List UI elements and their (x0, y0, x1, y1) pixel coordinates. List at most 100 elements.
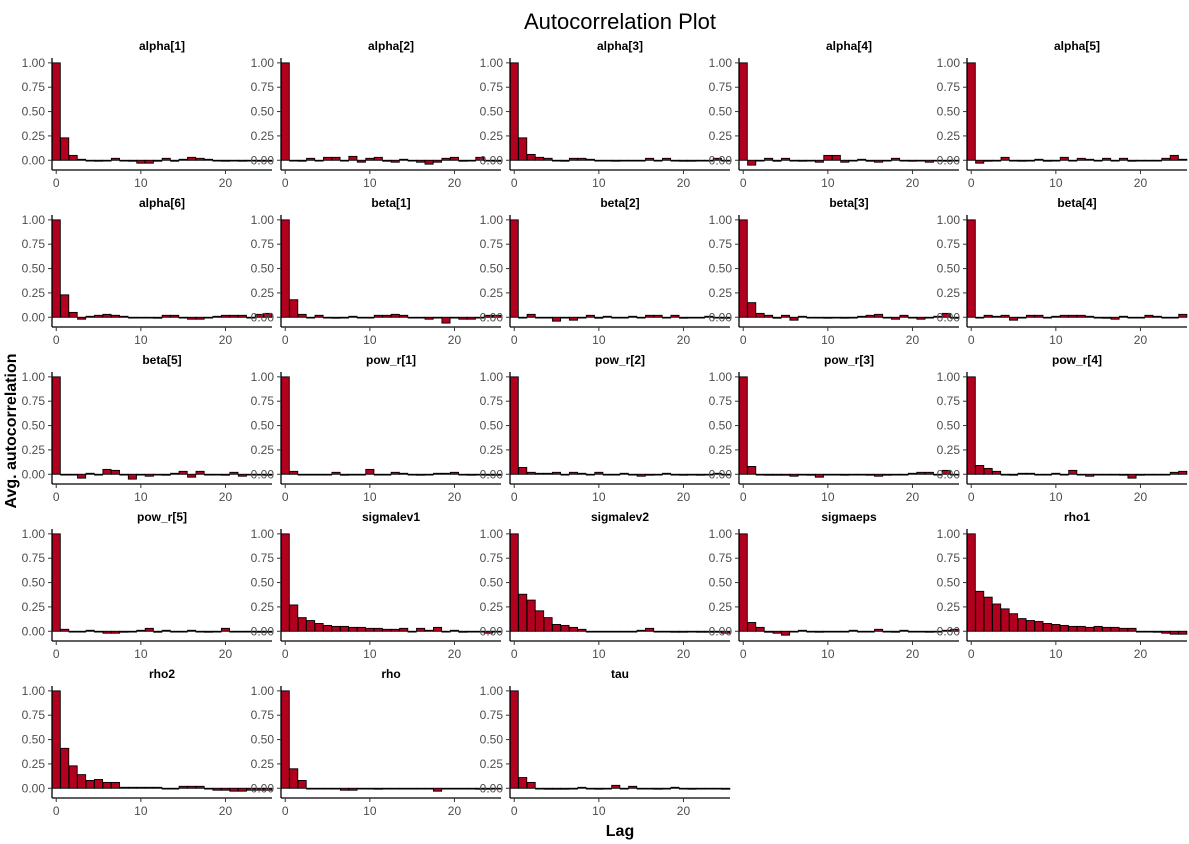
y-tick-label: 0.75 (22, 551, 46, 565)
acf-bar (1119, 627, 1129, 632)
x-tick-label: 20 (677, 804, 691, 818)
acf-bar (416, 787, 426, 790)
panel-title: rho (381, 667, 400, 681)
acf-bar (611, 473, 621, 476)
acf-bar (670, 159, 680, 162)
x-tick-label: 0 (968, 490, 975, 504)
acf-bar (314, 473, 324, 476)
facet-panel: alpha[6] 0.00 0.25 0.50 0.75 1.00 0 10 20 (22, 196, 273, 347)
facet-panel: beta[3] 0.00 0.25 0.50 0.75 1.00 0 10 20 (709, 196, 960, 347)
acf-bar (645, 473, 655, 476)
acf-bar (339, 625, 349, 632)
acf-bar (68, 473, 78, 476)
y-tick-label: 0.75 (251, 551, 275, 565)
x-tick-label: 0 (511, 333, 518, 347)
acf-bar (331, 316, 341, 319)
acf-bar (178, 316, 188, 319)
acf-bar (806, 630, 816, 633)
acf-bar (1068, 159, 1078, 162)
acf-bar (306, 157, 316, 161)
acf-bar (552, 623, 562, 632)
acf-bar (806, 159, 816, 162)
y-tick-label: 0.25 (251, 600, 275, 614)
acf-bar (1152, 315, 1162, 318)
y-tick-label: 0.75 (937, 551, 961, 565)
acf-bar (407, 473, 417, 476)
acf-bar (127, 159, 137, 162)
acf-bar (161, 157, 171, 161)
y-tick-label: 0.25 (937, 600, 961, 614)
y-tick-label: 0.50 (251, 576, 275, 590)
y-tick-label: 1.00 (22, 56, 46, 70)
acf-bar (814, 630, 824, 633)
acf-bar (966, 62, 976, 161)
acf-bar (323, 316, 333, 319)
acf-bar (1169, 471, 1179, 475)
acf-bar (1042, 316, 1052, 319)
facet-panel: beta[5] 0.00 0.25 0.50 0.75 1.00 0 10 20 (22, 353, 273, 504)
acf-bar (857, 315, 867, 318)
acf-bar (899, 473, 909, 476)
facet-panel: pow_r[1] 0.00 0.25 0.50 0.75 1.00 0 10 20 (251, 353, 502, 504)
acf-bar (568, 626, 578, 632)
acf-bar (110, 781, 120, 789)
y-tick-label: 1.00 (480, 684, 504, 698)
acf-bar (568, 316, 578, 321)
acf-bar (323, 787, 333, 790)
acf-bar (1085, 158, 1095, 161)
acf-bar (424, 473, 434, 476)
acf-bar (170, 630, 180, 633)
acf-bar (289, 470, 299, 475)
y-tick-label: 0.75 (937, 394, 961, 408)
y-tick-label: 0.25 (709, 129, 733, 143)
acf-bar (356, 159, 366, 163)
x-tick-label: 0 (53, 176, 60, 190)
y-tick-label: 0.00 (22, 310, 46, 324)
acf-bar (840, 316, 850, 319)
acf-bar (865, 473, 875, 476)
acf-bar (60, 137, 70, 161)
acf-bar (585, 473, 595, 476)
acf-bar (416, 473, 426, 476)
acf-bar (628, 473, 638, 476)
y-tick-label: 0.50 (937, 576, 961, 590)
acf-bar (466, 630, 476, 633)
acf-bar (1135, 473, 1145, 476)
acf-bar (119, 630, 129, 633)
acf-bar (373, 787, 383, 790)
acf-bar (390, 313, 400, 318)
acf-bar (975, 465, 985, 475)
acf-bar (975, 159, 985, 164)
acf-bar (399, 787, 409, 790)
acf-bar (373, 156, 383, 161)
acf-bar (924, 630, 934, 633)
y-tick-label: 0.50 (709, 419, 733, 433)
acf-bar (907, 159, 917, 162)
x-tick-label: 20 (677, 490, 691, 504)
acf-bar (119, 315, 129, 318)
acf-bar (509, 219, 519, 318)
facet-panel: alpha[1] 0.00 0.25 0.50 0.75 1.00 0 10 20 (22, 39, 273, 190)
y-tick-label: 1.00 (937, 213, 961, 227)
y-tick-label: 0.00 (709, 153, 733, 167)
acf-bar (51, 533, 61, 632)
acf-bar (399, 158, 409, 161)
acf-bar (237, 473, 247, 477)
y-tick-label: 0.75 (937, 80, 961, 94)
y-tick-label: 0.50 (480, 419, 504, 433)
x-tick-label: 0 (53, 333, 60, 347)
acf-bar (543, 617, 553, 632)
acf-bar (636, 159, 646, 162)
acf-bar (764, 630, 774, 633)
acf-bar (306, 473, 316, 476)
x-tick-label: 20 (906, 647, 920, 661)
panel-title: pow_r[3] (824, 353, 874, 367)
facet-panel: alpha[3] 0.00 0.25 0.50 0.75 1.00 0 10 20 (480, 39, 731, 190)
acf-bar (280, 62, 290, 161)
acf-bar (1042, 159, 1052, 162)
acf-bar (823, 473, 833, 476)
acf-bar (840, 630, 850, 633)
acf-bar (738, 219, 748, 318)
acf-bar (1169, 316, 1179, 319)
acf-bar (535, 472, 545, 475)
